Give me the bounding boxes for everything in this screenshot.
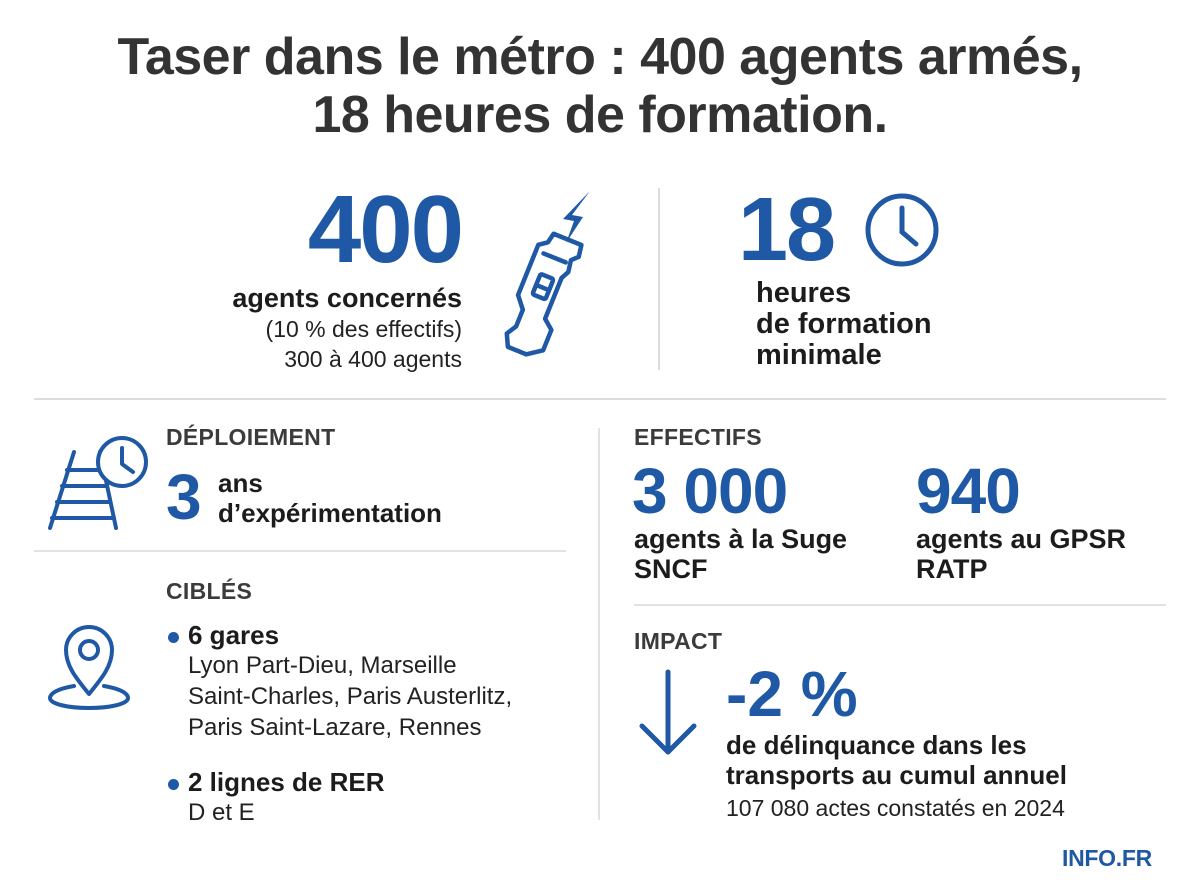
cibles-item-line: Lyon Part-Dieu, Marseille [188, 652, 457, 679]
effectifs-heading: EFFECTIFS [634, 424, 762, 450]
formation-line-1: heures [756, 277, 852, 309]
suge-line-2: SNCF [634, 554, 708, 584]
formation-line-2: de formation [756, 308, 932, 340]
bullet-dot [168, 779, 179, 790]
agents-block: 400 agents concernés (10 % des effectifs… [150, 176, 464, 374]
impact-number: -2 % [726, 658, 858, 730]
deploiement-line-2: d’expérimentation [218, 498, 442, 528]
deploiement-label: ans d’expérimentation [218, 468, 442, 528]
left-horizontal-divider [34, 550, 566, 552]
suge-line-1: agents à la Suge [634, 524, 848, 554]
agents-detail-2: 300 à 400 agents [284, 346, 462, 372]
suge-label: agents à la Suge SNCF [634, 524, 847, 584]
clock-icon [865, 193, 939, 267]
middle-vertical-divider [598, 428, 600, 820]
deploiement-number: 3 [166, 461, 202, 533]
arrow-down-icon [639, 669, 697, 755]
impact-label: de délinquance dans les transports au cu… [726, 730, 1067, 790]
formation-number: 18 [738, 180, 836, 280]
impact-heading: IMPACT [634, 628, 723, 654]
cibles-item-head: 2 lignes de RER [188, 767, 385, 797]
title-line-2: 18 heures de formation. [312, 86, 888, 144]
location-pin-icon [48, 625, 130, 710]
gpsr-label: agents au GPSR RATP [916, 524, 1126, 584]
cibles-list: 6 gares Lyon Part-Dieu, Marseille Saint-… [166, 620, 512, 828]
title-line-1: Taser dans le métro : 400 agents armés, [117, 28, 1083, 86]
impact-line-2: transports au cumul annuel [726, 760, 1067, 790]
cibles-item-head: 6 gares [188, 620, 280, 650]
page-title: Taser dans le métro : 400 agents armés, … [0, 28, 1200, 144]
taser-icon [504, 191, 590, 357]
right-horizontal-divider [634, 604, 1166, 606]
main-horizontal-divider [34, 398, 1166, 400]
bullet-dot [168, 632, 179, 643]
gpsr-line-2: RATP [916, 554, 988, 584]
brand-logo: INFO.FR [1062, 845, 1152, 871]
agents-label: agents concernés [232, 283, 462, 313]
deploiement-line-1: ans [218, 468, 263, 498]
deploiement-heading: DÉPLOIEMENT [166, 424, 336, 450]
agents-detail-1: (10 % des effectifs) [265, 316, 462, 342]
cibles-item-line: Paris Saint-Lazare, Rennes [188, 714, 482, 741]
formation-label: heures de formation minimale [756, 278, 932, 371]
rail-clock-icon [48, 436, 148, 530]
cibles-heading: CIBLÉS [166, 578, 253, 604]
suge-number: 3 000 [632, 455, 788, 527]
formation-line-3: minimale [756, 339, 882, 371]
gpsr-number: 940 [916, 455, 1021, 527]
agents-number: 400 [307, 176, 464, 283]
top-vertical-divider [658, 188, 660, 370]
impact-line-1: de délinquance dans les [726, 730, 1027, 760]
cibles-item-line: Saint-Charles, Paris Austerlitz, [188, 683, 513, 710]
list-item: 6 gares Lyon Part-Dieu, Marseille Saint-… [166, 620, 512, 743]
impact-sub: 107 080 actes constatés en 2024 [726, 795, 1065, 821]
gpsr-line-1: agents au GPSR [916, 524, 1127, 554]
list-item: 2 lignes de RER D et E [166, 767, 512, 828]
cibles-item-line: D et E [188, 799, 255, 826]
